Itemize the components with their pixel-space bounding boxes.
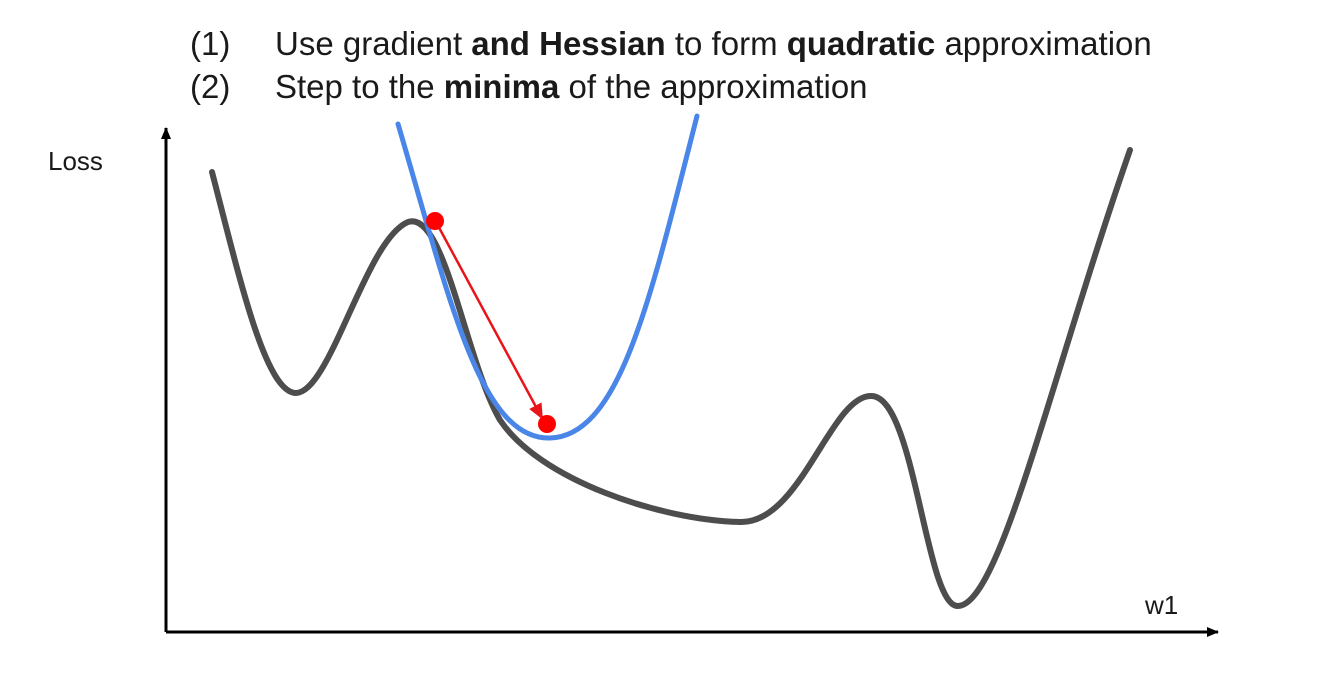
approximation-minimum-point bbox=[538, 415, 556, 433]
y-axis-label: Loss bbox=[48, 146, 103, 176]
current-point bbox=[426, 212, 444, 230]
loss-curve bbox=[209, 147, 1133, 610]
quadratic-approximation-curve bbox=[395, 113, 700, 441]
step-2-part-1: Step to the bbox=[275, 68, 444, 105]
step-1-part-3: to form bbox=[665, 25, 787, 62]
step-1-part-1: Use gradient bbox=[275, 25, 472, 62]
x-axis-label: w1 bbox=[1144, 590, 1178, 620]
step-1-text: (1) Use gradient and Hessian to form quad… bbox=[190, 27, 1152, 60]
step-1-part-4: quadratic bbox=[786, 25, 936, 62]
step-1-number: (1) bbox=[190, 25, 231, 62]
step-2-part-3: of the approximation bbox=[559, 68, 868, 105]
step-2-part-2: minima bbox=[443, 68, 560, 105]
newton-step-arrow bbox=[434, 221, 544, 420]
step-2-text: (2) Step to the minima of the approximati… bbox=[190, 70, 868, 103]
step-1-part-2: and Hessian bbox=[471, 25, 666, 62]
step-1-part-5: approximation bbox=[935, 25, 1152, 62]
step-2-number: (2) bbox=[190, 68, 231, 105]
